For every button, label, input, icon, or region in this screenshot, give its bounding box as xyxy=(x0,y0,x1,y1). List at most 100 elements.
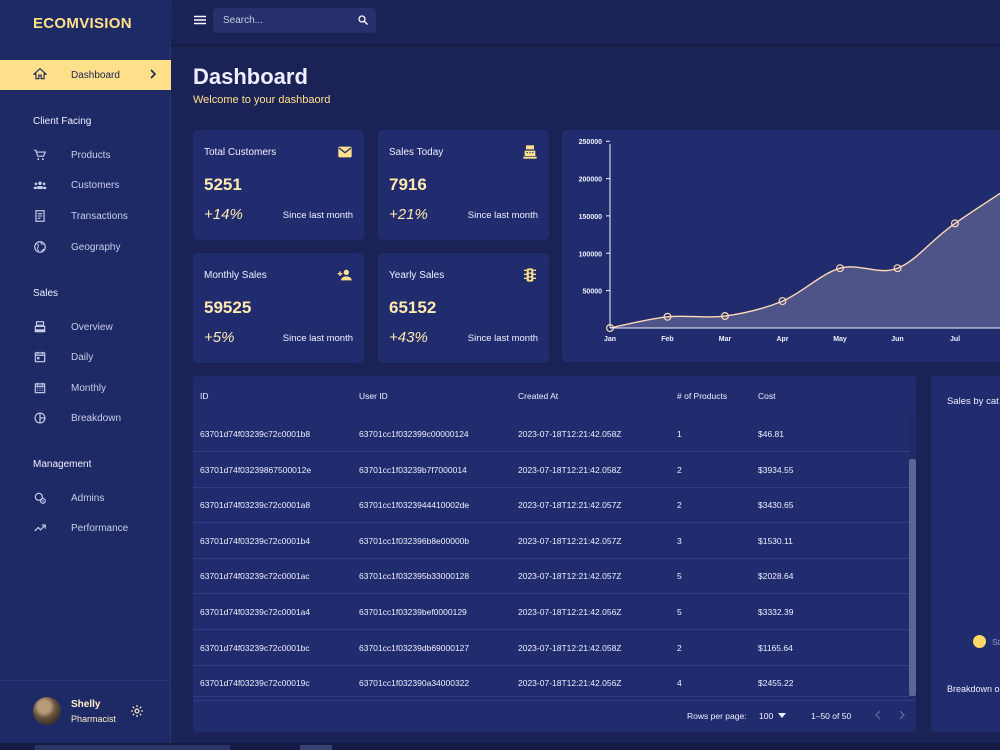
cell-created-at: 2023-07-18T12:21:42.058Z xyxy=(518,464,622,475)
person-add-icon xyxy=(337,269,352,281)
cell-products: 3 xyxy=(677,535,682,546)
x-tick-label: Apr xyxy=(776,336,788,343)
column-header-id[interactable]: ID xyxy=(200,391,209,401)
cell-id: 63701d74f03239c72c0001b4 xyxy=(200,535,311,546)
bottom-bar-segment xyxy=(300,745,332,750)
cell-cost: $1530.11 xyxy=(758,535,793,546)
table-row[interactable]: 63701d74f03239c72c00019c 63701cc1f032390a… xyxy=(193,665,916,702)
data-point xyxy=(605,324,614,333)
previous-page-icon[interactable] xyxy=(873,709,883,721)
traffic-icon xyxy=(524,268,536,282)
sidebar-item-dashboard[interactable]: Dashboard xyxy=(0,60,171,90)
stat-title: Sales Today xyxy=(389,147,444,158)
sidebar-item-products[interactable]: Products xyxy=(0,143,171,169)
y-tick-label: 200000 xyxy=(579,177,602,184)
top-bar xyxy=(171,0,1000,44)
sales-by-category-card: Sales by cat St Breakdown o this year an… xyxy=(931,376,1000,732)
column-header-cost[interactable]: Cost xyxy=(758,391,776,401)
cell-id: 63701d74f03239c72c0001a8 xyxy=(200,500,311,511)
admin-panel-settings-icon xyxy=(34,492,46,504)
cell-cost: $46.81 xyxy=(758,429,784,439)
x-tick-label: Jul xyxy=(950,336,960,343)
user-role: Pharmacist xyxy=(71,714,117,724)
stat-card-sales-today: Sales Today 7916 +21% Since last month xyxy=(378,130,549,240)
next-page-icon[interactable] xyxy=(897,709,907,721)
column-header-user-id[interactable]: User ID xyxy=(359,391,388,401)
cell-products: 2 xyxy=(677,500,682,511)
table-row[interactable]: 63701d74f03239c72c0001a8 63701cc1f0323944… xyxy=(193,487,916,524)
y-tick-label: 250000 xyxy=(579,139,602,146)
groups-icon xyxy=(33,181,47,190)
rows-per-page-select[interactable]: 100 xyxy=(759,711,774,721)
shopping-cart-icon xyxy=(34,149,47,161)
table-row[interactable]: 63701d74f03239c72c0001b4 63701cc1f032396b… xyxy=(193,523,916,559)
cell-cost: $2028.64 xyxy=(758,571,794,582)
sidebar-item-label: Transactions xyxy=(71,211,128,222)
sidebar-item-daily[interactable]: Daily xyxy=(0,345,171,371)
sidebar-item-admins[interactable]: Admins xyxy=(0,486,171,512)
sidebar-item-label: Products xyxy=(71,150,111,161)
stat-value: 7916 xyxy=(389,175,427,194)
transactions-table: ID User ID Created At # of Products Cost… xyxy=(193,376,916,732)
trending-up-icon xyxy=(34,524,46,532)
calendar-month-icon xyxy=(34,382,46,394)
cell-created-at: 2023-07-18T12:21:42.057Z xyxy=(518,500,622,511)
point-of-sale-icon xyxy=(34,321,46,333)
page-subtitle: Welcome to your dashbaord xyxy=(193,94,331,106)
table-row[interactable]: 63701d74f03239c72c0001ac 63701cc1f032395b… xyxy=(193,558,916,595)
stat-card-total-customers: Total Customers 5251 +14% Since last mon… xyxy=(193,130,364,240)
column-header-created-at[interactable]: Created At xyxy=(518,391,559,401)
stat-value: 65152 xyxy=(389,298,437,317)
sales-chart-card: 50000 100000 150000 200000 250000 Jan Feb Mar Ap… xyxy=(562,130,1000,362)
sidebar-item-geography[interactable]: Geography xyxy=(0,235,171,261)
cell-created-at: 2023-07-18T12:21:42.056Z xyxy=(518,607,622,617)
brand-logo[interactable]: ECOMVISION xyxy=(33,15,132,32)
sidebar-item-overview[interactable]: Overview xyxy=(0,315,171,341)
sidebar-item-label: Customers xyxy=(71,180,120,191)
sidebar-item-breakdown[interactable]: Breakdown xyxy=(0,406,171,432)
column-header-products[interactable]: # of Products xyxy=(677,391,728,401)
section-title-client-facing: Client Facing xyxy=(33,116,92,127)
sidebar: ECOMVISION Dashboard Client Facing Produ… xyxy=(0,0,171,750)
sidebar-item-monthly[interactable]: Monthly xyxy=(0,376,171,402)
dropdown-caret-icon[interactable] xyxy=(778,713,786,719)
search-input[interactable] xyxy=(223,12,348,29)
table-row[interactable]: 63701d74f03239c72c0001b8 63701cc1f032399c… xyxy=(193,416,916,452)
sidebar-item-customers[interactable]: Customers xyxy=(0,173,171,199)
stat-value: 59525 xyxy=(204,298,252,317)
sidebar-item-transactions[interactable]: Transactions xyxy=(0,204,171,230)
stat-card-yearly-sales: Yearly Sales 65152 +43% Since last month xyxy=(378,253,549,363)
avatar[interactable] xyxy=(33,697,61,725)
cell-user-id: 63701cc1f032399c00000124 xyxy=(359,429,469,439)
gear-icon[interactable] xyxy=(130,704,144,718)
cell-created-at: 2023-07-18T12:21:42.057Z xyxy=(518,571,622,582)
y-tick-label: 100000 xyxy=(579,251,602,258)
search-icon[interactable] xyxy=(357,14,369,26)
stat-since-label: Since last month xyxy=(467,210,538,221)
globe-icon xyxy=(34,241,46,253)
sidebar-item-performance[interactable]: Performance xyxy=(0,516,171,542)
cell-user-id: 63701cc1f03239bef0000129 xyxy=(359,607,467,617)
table-row[interactable]: 63701d74f03239c72c0001bc 63701cc1f03239db… xyxy=(193,630,916,666)
sidebar-item-label: Overview xyxy=(71,322,113,333)
chart-line xyxy=(609,192,1000,329)
cell-products: 5 xyxy=(677,607,682,617)
cell-products: 2 xyxy=(677,642,682,653)
scrollbar-thumb[interactable] xyxy=(909,459,916,696)
sidebar-item-label: Dashboard xyxy=(71,69,120,81)
section-title-sales: Sales xyxy=(33,288,59,299)
cell-products: 2 xyxy=(677,464,682,475)
today-icon xyxy=(34,351,46,363)
cell-user-id: 63701cc1f0323944410002de xyxy=(359,500,470,511)
sidebar-item-label: Daily xyxy=(71,352,94,363)
stat-change: +21% xyxy=(389,206,428,223)
stat-card-monthly-sales: Monthly Sales 59525 +5% Since last month xyxy=(193,253,364,363)
table-row[interactable]: 63701d74f03239867500012e 63701cc1f03239b7… xyxy=(193,452,916,488)
cell-cost: $3332.39 xyxy=(758,607,794,617)
table-row[interactable]: 63701d74f03239c72c0001a4 63701cc1f03239be… xyxy=(193,594,916,630)
email-icon xyxy=(338,146,352,158)
cell-created-at: 2023-07-18T12:21:42.057Z xyxy=(518,535,622,546)
cell-products: 4 xyxy=(677,678,682,689)
menu-icon[interactable] xyxy=(194,14,206,26)
x-tick-label: May xyxy=(833,336,847,343)
